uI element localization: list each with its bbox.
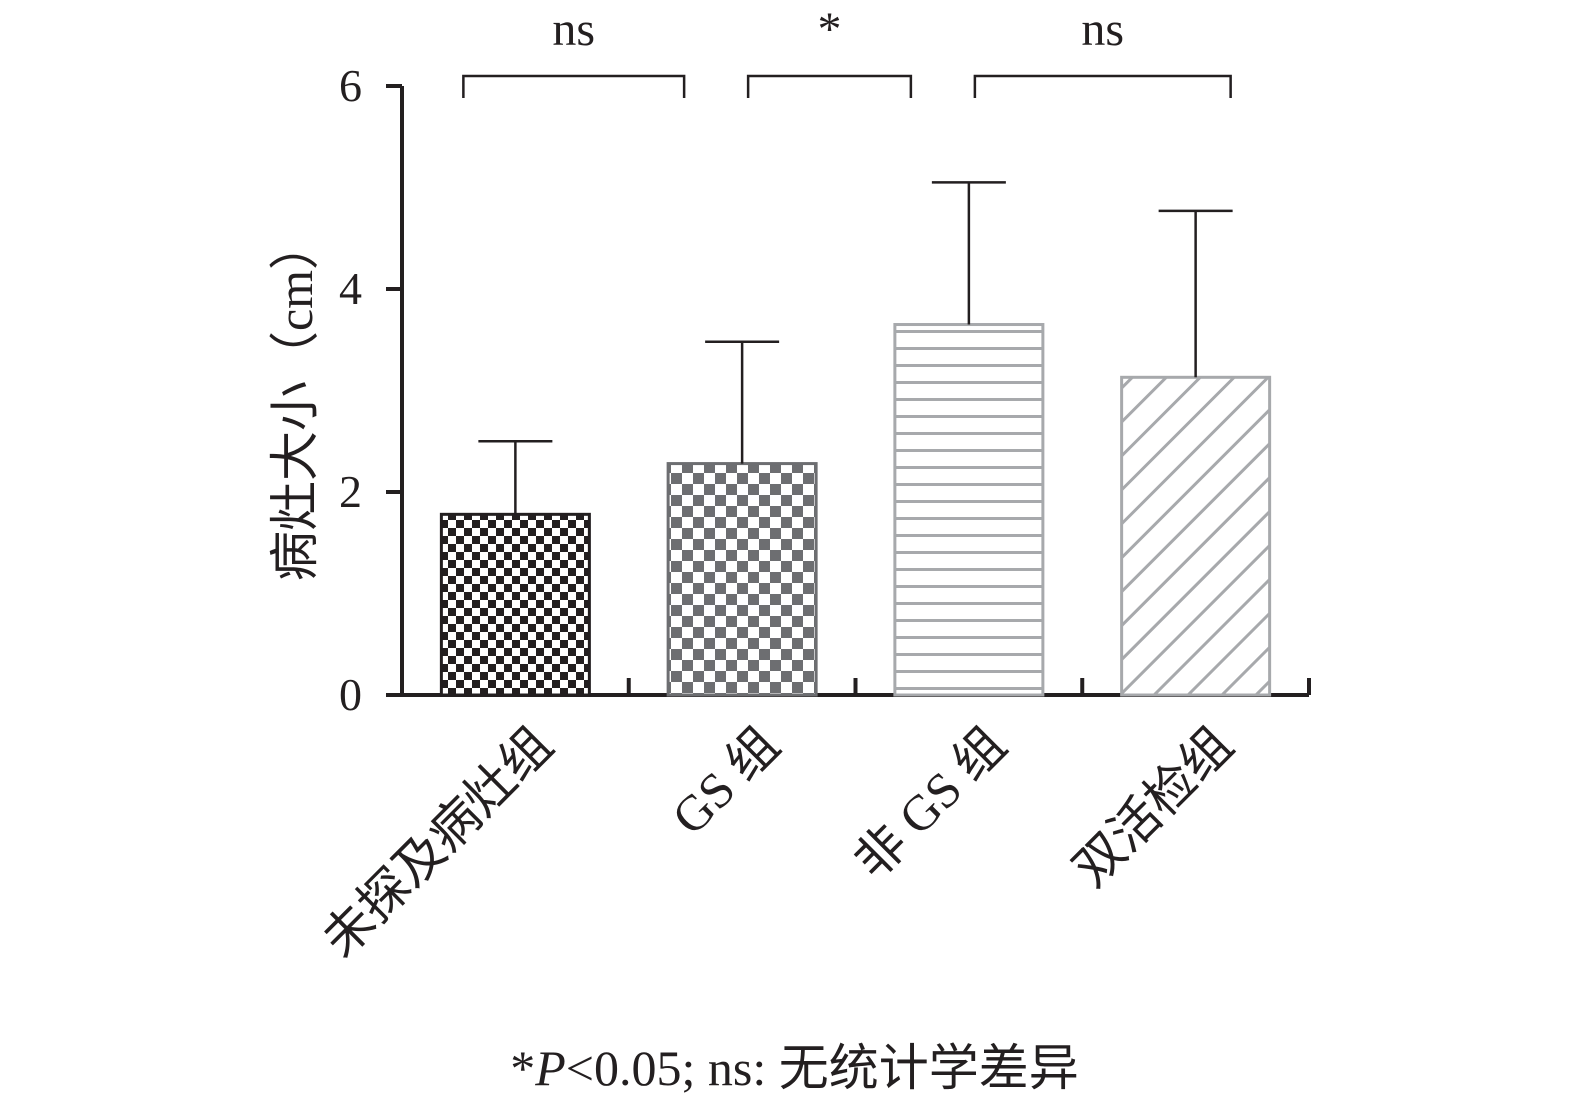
significance-label: ns [552,3,595,56]
x-category-label: 非 GS 组 [843,716,1016,889]
bar-3 [893,323,1045,697]
footnote-p-symbol: P [535,1040,566,1096]
significance-bracket [462,74,686,98]
bar-2 [666,462,818,697]
footnote-text: <0.05; ns: 无统计学差异 [565,1040,1079,1096]
y-tick-label: 0 [339,669,362,720]
x-category-label: 双活检组 [1062,716,1243,897]
footnote-star: * [510,1040,536,1096]
footnote: *P<0.05; ns: 无统计学差异 [0,1028,1589,1100]
y-axis-title: 病灶大小（cm） [267,220,323,581]
x-category-label: 未探及病灶组 [311,716,563,968]
y-tick-label: 6 [339,60,362,111]
bar-1 [439,512,591,697]
significance-label: * [818,3,842,56]
y-tick-label: 2 [339,466,362,517]
significance-label: ns [1081,3,1124,56]
x-category-label: GS 组 [661,716,790,845]
significance-bracket [746,74,913,98]
bar-4 [1120,375,1272,697]
y-tick-label: 4 [339,263,362,314]
significance-bracket [973,74,1232,98]
